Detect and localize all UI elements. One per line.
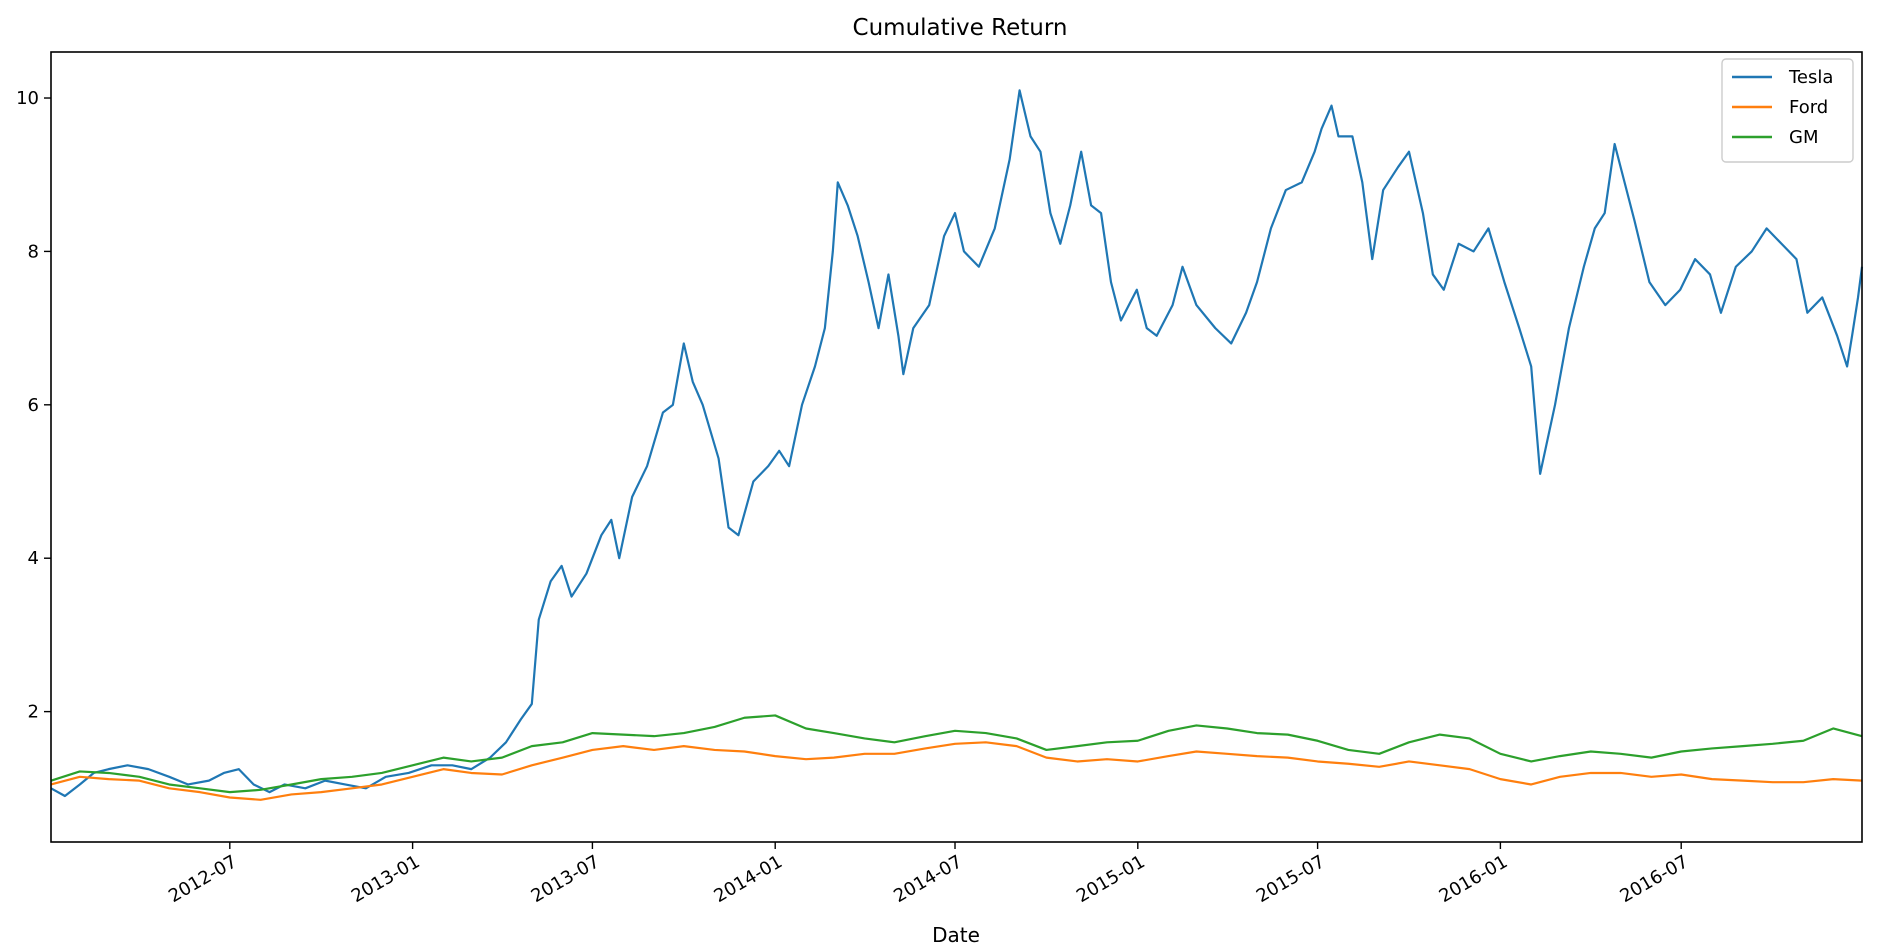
series-line-gm (50, 714, 1863, 794)
y-tick-label: 2 (28, 702, 39, 723)
legend-label-ford: Ford (1789, 97, 1828, 118)
x-axis-title: Date (932, 923, 980, 947)
y-tick-label: 10 (16, 88, 39, 109)
y-tick-label: 8 (28, 241, 39, 262)
series-line-tesla (50, 89, 1864, 798)
plot-area-frame (50, 51, 1863, 843)
y-tick-label: 4 (28, 548, 39, 569)
y-tick-label: 6 (28, 395, 39, 416)
series-line-ford (50, 741, 1863, 801)
legend-label-gm: GM (1789, 127, 1818, 148)
chart-title: Cumulative Return (853, 15, 1068, 41)
plot-lines (50, 89, 1864, 801)
y-axis: 2 4 6 8 10 (16, 88, 51, 723)
legend: Tesla Ford GM (1721, 58, 1854, 163)
legend-label-tesla: Tesla (1788, 67, 1833, 88)
